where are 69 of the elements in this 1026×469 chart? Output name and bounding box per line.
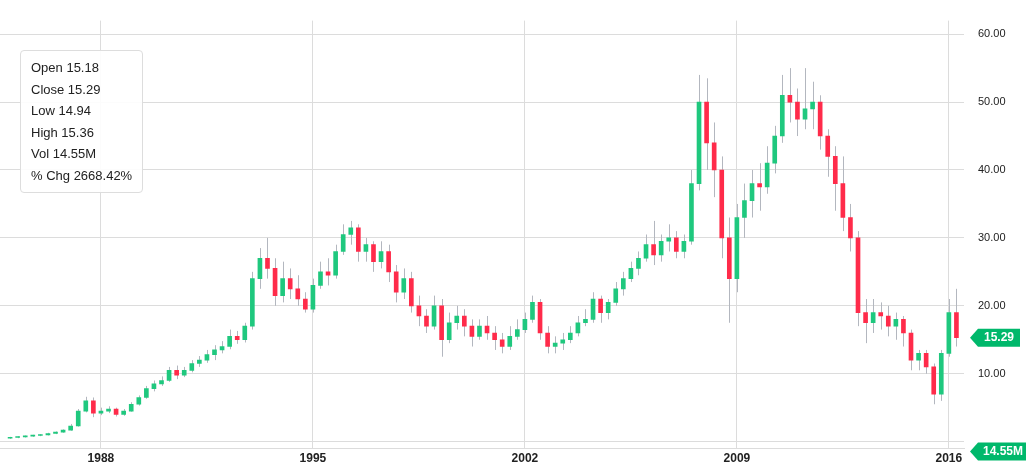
candlestick (280, 261, 285, 303)
candlestick (742, 183, 747, 239)
candlestick (499, 332, 505, 354)
candlestick (848, 203, 853, 252)
candlestick (795, 88, 800, 137)
candlestick (295, 274, 301, 307)
y-tick-label: 40.00 (978, 163, 1006, 176)
candlestick (454, 305, 460, 331)
candlestick (613, 281, 619, 307)
candlestick (265, 237, 270, 280)
candlestick (227, 329, 232, 350)
x-tick-label: 2009 (723, 450, 751, 465)
y-tick-label: 10.00 (978, 366, 1006, 379)
candlestick (901, 315, 906, 348)
x-tick-label: 2002 (511, 450, 539, 465)
text: 15.29 (983, 330, 1015, 345)
candlestick (825, 128, 831, 178)
annotation: Close 15.29 (31, 80, 102, 99)
candlestick (651, 220, 656, 266)
candlestick (666, 223, 672, 252)
candlestick (401, 267, 407, 300)
annotation: Low 14.94 (31, 102, 92, 120)
y-tick-label: 60.00 (978, 27, 1006, 40)
candlestick (386, 244, 391, 283)
candlestick (303, 291, 308, 314)
candlestick (515, 318, 520, 341)
candlestick (620, 271, 626, 297)
candlestick (424, 308, 429, 334)
y-tick-label: 20.00 (978, 298, 1006, 311)
candlestick (287, 267, 293, 300)
annotation: % Chg 2668.42% (31, 166, 133, 185)
text: 14.55M (983, 443, 1024, 458)
candlestick (492, 325, 497, 351)
candlestick (91, 396, 96, 418)
candlestick (393, 264, 399, 303)
x-tick-label: 1988 (87, 450, 115, 465)
annotation: Vol 14.55M (31, 145, 98, 163)
candlestick (477, 318, 482, 341)
candlestick (462, 308, 467, 337)
candlestick (318, 261, 323, 290)
candlestick (598, 295, 603, 324)
candlestick (658, 234, 664, 263)
candlestick (363, 237, 369, 263)
candlestick (530, 295, 535, 324)
candlestick (636, 250, 641, 276)
candlestick (605, 298, 611, 320)
candlestick (863, 298, 868, 344)
candlestick (810, 81, 815, 130)
candlestick (916, 349, 921, 371)
candlestick (757, 162, 762, 212)
y-tick-label: 50.00 (978, 95, 1006, 108)
candlestick (371, 240, 376, 273)
candlestick (431, 295, 437, 331)
candlestick (643, 234, 649, 263)
candlestick (885, 305, 891, 337)
x-tick-label: 2016 (935, 450, 963, 465)
candlestick (446, 312, 452, 344)
candlestick (348, 220, 354, 246)
candlestick (242, 322, 248, 343)
y-tick-label: 30.00 (978, 230, 1006, 243)
candlestick (893, 312, 899, 341)
candlestick (545, 325, 550, 354)
candlestick (507, 325, 513, 351)
x-tick-label: 1995 (299, 450, 327, 465)
candlestick (878, 301, 884, 331)
annotation: High 15.36 (31, 123, 95, 142)
candlestick (673, 230, 679, 259)
candlestick (340, 223, 346, 256)
annotation: Open 15.18 (31, 59, 100, 77)
